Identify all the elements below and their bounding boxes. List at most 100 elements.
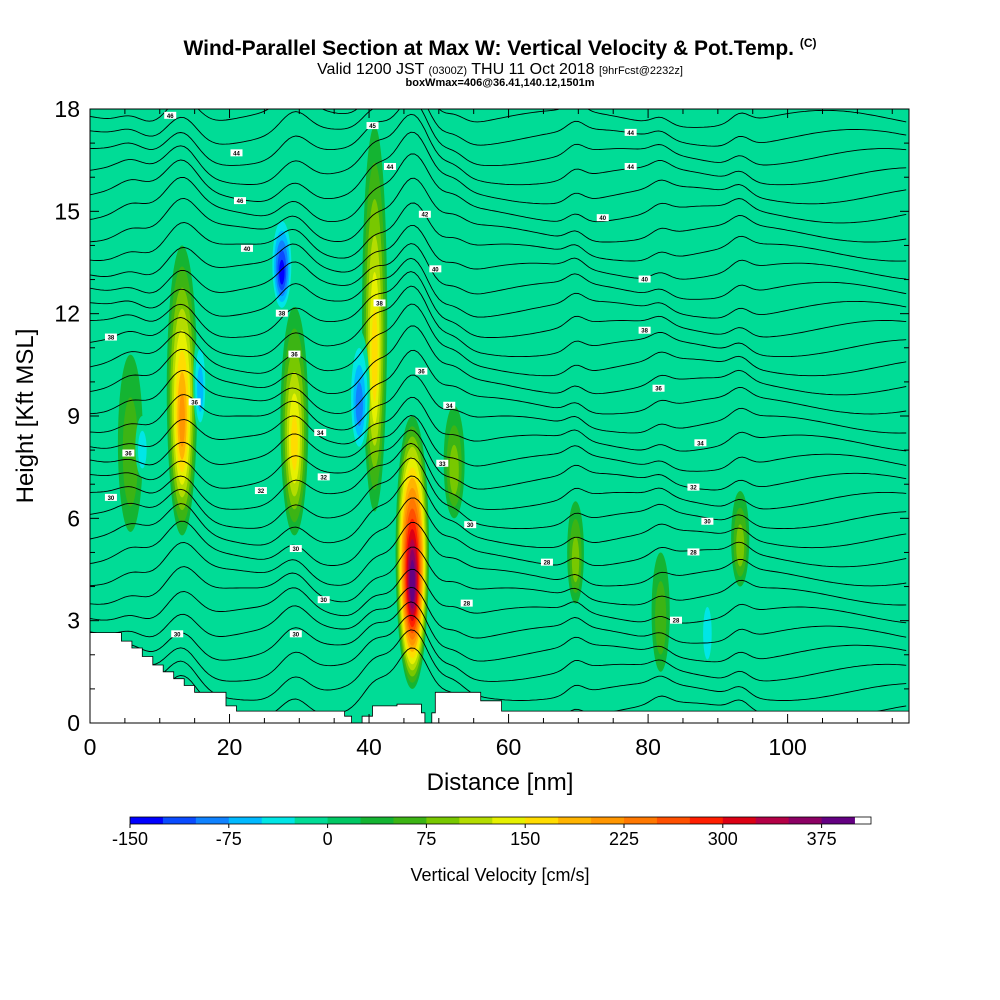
colorbar-tick-label: 0 [323,829,333,849]
isentrope-label-text: 32 [320,475,327,481]
isentrope-label: 44 [383,162,396,171]
isentrope-label-bg [230,149,243,157]
isentrope-line [90,442,907,510]
isentrope-label-text: 30 [174,632,181,638]
colorbar-tick-label: -150 [112,829,148,849]
isentrope-label-bg [254,487,267,495]
isentrope-label-bg [233,197,246,205]
isentrope-label: 38 [373,299,386,307]
isentrope-label: 40 [596,214,609,222]
isentrope-label-bg [701,517,714,525]
isentrope-label: 34 [314,429,327,437]
x-tick-label: 60 [496,734,522,760]
isentrope-label-text: 42 [422,213,429,219]
isentrope-line [90,303,907,377]
colorbar-tick-label: 300 [708,829,738,849]
isentrope-label-text: 46 [237,199,244,205]
isentrope-line [90,131,907,205]
isentrope-label-bg [687,548,700,556]
colorbar-swatch [130,817,164,824]
isentrope-label-bg [373,299,386,307]
colorbar-swatch [228,817,263,824]
colorbar-tick-label: 150 [510,829,540,849]
colorbar-swatch [261,817,296,824]
isentrope-label-bg [443,401,456,409]
updraft-core-level [571,536,580,583]
x-tick-label: 0 [84,734,97,760]
isentrope-label: 44 [624,128,637,137]
colorbar-swatch [591,817,625,824]
isentrope-label-bg [164,111,177,119]
isentrope-label-bg [638,275,651,283]
downdraft-core-4 [700,586,715,672]
y-axis-label: Height [Kft MSL] [12,329,39,504]
isentrope-label-text: 44 [387,165,394,171]
y-tick-label: 15 [54,198,80,224]
isentrope-label: 30 [104,493,117,502]
isentrope-label-bg [436,459,449,467]
isentrope-label-bg [464,521,477,529]
isentrope-label-text: 30 [467,523,474,529]
isentrope-label: 40 [240,244,253,253]
isentrope-label-text: 36 [191,400,198,406]
isentrope-label: 46 [233,197,246,205]
isentrope-line [90,457,907,530]
isentrope-label-text: 36 [418,370,425,376]
isentrope-label-text: 40 [641,278,648,284]
isentrope-label-bg [383,162,396,170]
isentrope-line [90,396,907,452]
isentrope-line [90,271,907,338]
y-tick-label: 9 [67,403,80,429]
isentrope-label-text: 46 [167,114,174,120]
colorbar-swatch [821,817,855,824]
isentrope-label: 44 [230,149,243,157]
isentrope-label-text: 36 [291,353,298,359]
isentrope-line [90,374,907,434]
x-tick-label: 40 [356,734,382,760]
isentrope-label-bg [669,616,682,624]
isentrope-label-bg [289,630,302,638]
colorbar-frame [129,816,872,825]
colorbar-swatch [656,817,691,824]
colorbar-swatch [689,817,724,824]
isentrope-label: 30 [171,630,184,638]
updraft-core-8 [731,491,750,587]
isentrope-label: 30 [701,517,714,526]
isentrope-line [90,109,907,147]
isentrope-label: 36 [288,350,301,359]
isentrope-label-bg [652,384,665,392]
isentrope-label-text: 44 [233,151,240,157]
isentrope-line [90,586,907,644]
isentrope-line [90,285,907,358]
updraft-core-level [410,570,414,597]
isentrope-label: 45 [366,122,379,130]
chart-subtitle: Valid 1200 JST (0300Z) THU 11 Oct 2018 [… [317,61,683,78]
isentrope-label-bg [460,599,473,607]
isentrope-label: 40 [429,265,442,273]
updraft-core-level [371,308,378,403]
downdraft-core-1 [193,330,208,434]
isentrope-label-text: 38 [108,336,115,342]
isentrope-label-text: 44 [627,165,634,171]
isentrope-label-text: 45 [369,124,376,130]
isentrope-label-text: 32 [258,489,265,495]
x-axis-label: Distance [nm] [427,769,574,796]
colorbar-swatch [624,817,658,824]
isentrope-label-text: 40 [599,216,606,222]
isentrope-label-bg [289,545,302,553]
isentrope-label: 28 [669,616,682,625]
isentrope-line [90,415,907,472]
isentrope-line [90,475,907,549]
isentrope-label-text: 28 [673,619,680,625]
isentrope-label: 44 [624,162,637,171]
isentrope-label-text: 30 [320,598,327,604]
colorbar-tick-label: 375 [807,829,837,849]
colorbar-swatch [327,817,361,824]
colorbar-swatch [195,817,230,824]
downdraft-core-2 [270,211,294,314]
isentrope-line [90,224,907,280]
chart-title: Wind-Parallel Section at Max W: Vertical… [183,36,817,60]
colorbar-swatch [294,817,328,824]
y-tick-label: 3 [67,608,80,634]
colorbar-swatch [755,817,790,824]
